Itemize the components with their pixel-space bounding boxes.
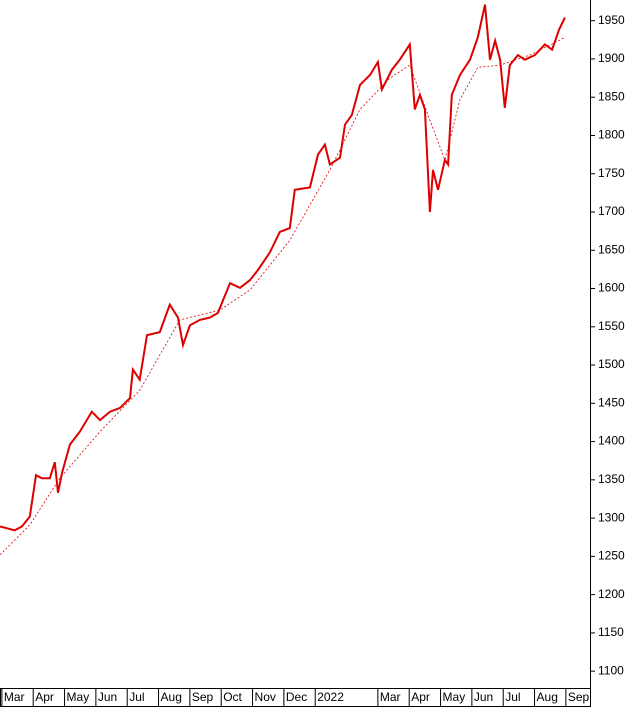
y-tick-label: 1550: [598, 319, 625, 333]
x-tick-label: Jul: [129, 690, 144, 704]
x-tick-label: Mar: [4, 690, 25, 704]
x-tick-label: Jun: [474, 690, 493, 704]
x-tick-label: Aug: [537, 690, 558, 704]
x-tick-label: Jun: [98, 690, 117, 704]
y-tick-label: 1300: [598, 510, 625, 524]
y-tick-label: 1450: [598, 395, 625, 409]
y-tick-label: 1800: [598, 128, 625, 142]
x-tick-label: May: [443, 690, 466, 704]
x-tick-label: May: [67, 690, 90, 704]
x-tick-label: Sep: [568, 690, 590, 704]
average-line: [0, 37, 566, 556]
y-tick-label: 1850: [598, 89, 625, 103]
x-tick-label: Sep: [192, 690, 214, 704]
y-tick-label: 1200: [598, 587, 625, 601]
y-tick-label: 1700: [598, 204, 625, 218]
y-tick-label: 1250: [598, 549, 625, 563]
y-tick-label: 1400: [598, 434, 625, 448]
x-tick-label: Aug: [161, 690, 182, 704]
price-line: [0, 4, 566, 532]
y-tick-label: 1750: [598, 166, 625, 180]
x-tick-label: Nov: [255, 690, 276, 704]
y-tick-label: 1650: [598, 242, 625, 256]
y-tick-label: 1150: [598, 625, 624, 639]
y-tick-label: 1600: [598, 281, 625, 295]
x-tick-label: Dec: [286, 690, 307, 704]
y-tick-label: 1500: [598, 357, 625, 371]
y-tick-label: 1950: [598, 13, 625, 27]
y-tick-label: 1100: [598, 663, 624, 677]
x-tick-label: Apr: [35, 690, 54, 704]
x-tick-label: Jul: [505, 690, 520, 704]
y-tick-label: 1900: [598, 51, 625, 65]
x-tick-label: 2022: [317, 690, 344, 704]
y-tick-label: 1350: [598, 472, 625, 486]
x-tick-label: Oct: [223, 690, 242, 704]
x-tick-label: Mar: [380, 690, 401, 704]
x-tick-label: Apr: [411, 690, 430, 704]
